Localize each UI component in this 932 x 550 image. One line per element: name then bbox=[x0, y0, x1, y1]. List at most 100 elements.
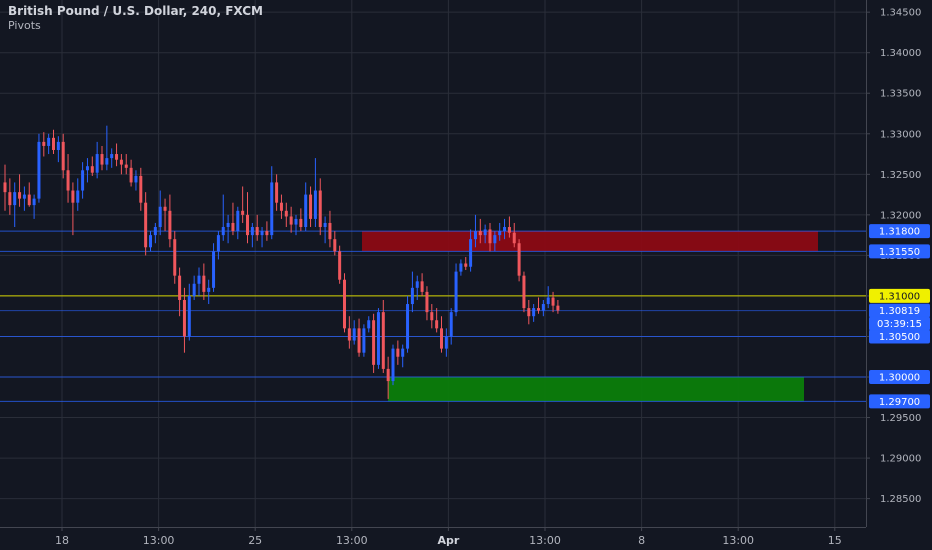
level-price-tag-bg bbox=[869, 224, 930, 239]
candle-body bbox=[309, 194, 313, 219]
candle bbox=[284, 202, 288, 228]
candle bbox=[537, 297, 540, 314]
level-price-tag-text: 1.30500 bbox=[879, 332, 920, 343]
candle-body bbox=[503, 227, 507, 232]
candle-body bbox=[527, 308, 531, 317]
candle-body bbox=[37, 141, 41, 199]
symbol-title[interactable]: British Pound / U.S. Dollar, 240, FXCM bbox=[8, 4, 263, 18]
candle bbox=[52, 129, 55, 155]
candle-body bbox=[71, 190, 75, 203]
candle-body bbox=[435, 320, 439, 329]
candle bbox=[115, 143, 119, 167]
candle bbox=[139, 167, 143, 211]
candle bbox=[216, 231, 220, 260]
indicator-label[interactable]: Pivots bbox=[8, 19, 41, 32]
candle bbox=[71, 182, 75, 236]
candle bbox=[294, 214, 298, 236]
last-price-tag-text: 1.30819 bbox=[879, 306, 920, 317]
candle bbox=[313, 158, 317, 228]
candle-body bbox=[187, 295, 191, 337]
candle-body bbox=[289, 216, 293, 225]
level-price-tag-bg bbox=[869, 370, 930, 385]
candle-body bbox=[61, 141, 65, 171]
candle-body bbox=[430, 312, 434, 321]
candle-body bbox=[27, 194, 31, 206]
candle bbox=[124, 154, 128, 175]
candle bbox=[493, 231, 497, 252]
level-price-tag: 1.29700 bbox=[869, 394, 930, 409]
candle-body bbox=[333, 239, 337, 252]
candle bbox=[328, 210, 332, 248]
price-tick-label: 1.32500 bbox=[880, 170, 921, 181]
candle bbox=[464, 257, 468, 270]
candle bbox=[522, 271, 526, 313]
resistance-zone[interactable] bbox=[362, 231, 818, 252]
candle bbox=[357, 318, 361, 357]
price-tick-label: 1.29500 bbox=[880, 413, 921, 424]
candle bbox=[22, 186, 26, 211]
candle-body bbox=[532, 308, 536, 317]
candle bbox=[32, 194, 36, 219]
candle-body bbox=[343, 279, 346, 329]
time-tick-label: 13:00 bbox=[529, 534, 561, 547]
candle bbox=[444, 328, 448, 357]
candle bbox=[3, 164, 7, 211]
candle bbox=[42, 132, 46, 157]
candle bbox=[279, 194, 283, 219]
candle bbox=[309, 186, 313, 228]
candle-body bbox=[144, 202, 148, 248]
time-axis[interactable]: 18 13:00 25 13:00 Apr 13:00 8 13:00 15 bbox=[55, 527, 842, 547]
candle bbox=[318, 178, 322, 236]
candle bbox=[556, 299, 560, 314]
candle-body bbox=[56, 141, 60, 150]
candle-body bbox=[454, 271, 458, 313]
candle bbox=[66, 154, 70, 203]
candle-body bbox=[8, 192, 12, 206]
time-tick-label: 13:00 bbox=[722, 534, 754, 547]
candle-body bbox=[202, 275, 206, 292]
time-tick-label: 13:00 bbox=[143, 534, 175, 547]
candle-body bbox=[299, 218, 303, 228]
candle-body bbox=[241, 210, 245, 215]
candle-body bbox=[76, 190, 80, 203]
price-tick-label: 1.28500 bbox=[880, 494, 921, 505]
candle bbox=[289, 206, 293, 233]
candle-body bbox=[449, 312, 453, 337]
level-price-tag: 1.31550 bbox=[869, 244, 930, 259]
candle-body bbox=[173, 239, 177, 276]
candle bbox=[551, 291, 555, 313]
candle-body bbox=[81, 170, 85, 191]
time-tick-label: Apr bbox=[437, 534, 459, 547]
candle bbox=[231, 202, 235, 236]
candle-body bbox=[420, 281, 424, 292]
candle bbox=[469, 229, 473, 272]
candle-body bbox=[153, 227, 157, 236]
candle bbox=[178, 267, 182, 317]
support-zone[interactable] bbox=[388, 377, 804, 402]
candle bbox=[435, 308, 439, 333]
candle bbox=[507, 216, 511, 238]
candle bbox=[119, 154, 123, 175]
chart-legend: British Pound / U.S. Dollar, 240, FXCM P… bbox=[8, 4, 263, 33]
time-tick-label: 18 bbox=[55, 534, 69, 547]
candle bbox=[134, 170, 138, 191]
candle bbox=[386, 356, 390, 399]
candle-body bbox=[95, 154, 99, 173]
candle-body bbox=[512, 232, 516, 244]
level-price-tag-bg bbox=[869, 244, 930, 259]
level-price-tag-bg bbox=[869, 394, 930, 409]
candle-body bbox=[546, 297, 550, 305]
candle-body bbox=[537, 308, 540, 311]
price-tick-label: 1.34000 bbox=[880, 48, 921, 59]
candle-body bbox=[207, 287, 211, 292]
candle-body bbox=[13, 192, 17, 206]
candle-body bbox=[478, 231, 482, 236]
candle-body bbox=[216, 235, 220, 252]
candle-body bbox=[376, 312, 380, 365]
last-price-tag-bg bbox=[869, 303, 930, 318]
candle-body bbox=[134, 175, 138, 183]
candle bbox=[376, 308, 380, 369]
candle-body bbox=[168, 210, 172, 240]
